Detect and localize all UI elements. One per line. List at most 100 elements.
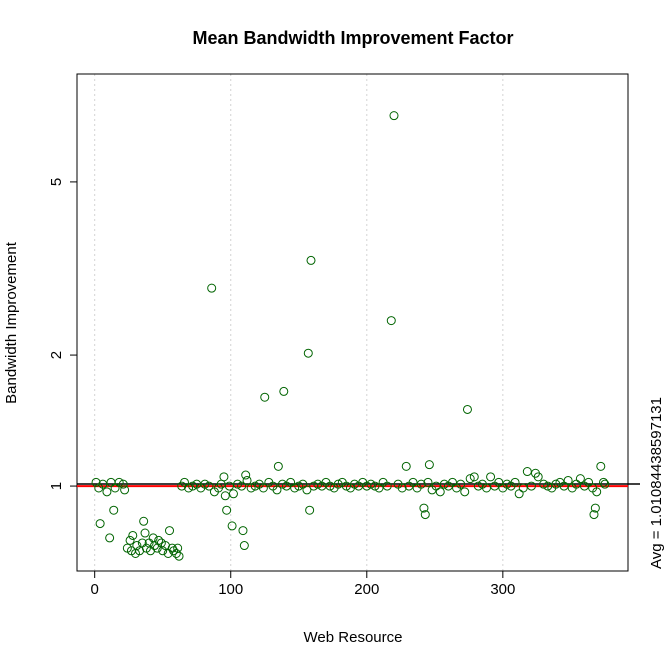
point <box>290 483 300 493</box>
point <box>258 483 268 493</box>
point <box>514 489 524 499</box>
avg-annotation: Avg = 1.01084438597131 <box>648 397 665 569</box>
point <box>313 479 323 489</box>
point <box>114 477 124 487</box>
x-tick-label: 0 <box>91 581 99 598</box>
point <box>590 503 600 513</box>
point <box>473 481 483 491</box>
point <box>533 472 543 482</box>
point <box>260 392 270 402</box>
point <box>140 528 150 538</box>
point <box>543 481 553 491</box>
point <box>118 479 128 489</box>
point <box>109 505 119 515</box>
point <box>128 530 138 540</box>
point <box>539 479 549 489</box>
point <box>460 487 470 497</box>
point <box>105 533 115 543</box>
point <box>273 461 283 471</box>
point <box>382 481 392 491</box>
chart-title: Mean Bandwidth Improvement Factor <box>192 28 513 48</box>
y-axis-label: Bandwidth Improvement <box>3 241 20 404</box>
point <box>305 505 315 515</box>
point <box>465 474 475 484</box>
point <box>306 255 316 265</box>
point <box>435 487 445 497</box>
point <box>420 510 430 520</box>
point <box>563 475 573 485</box>
point <box>575 474 585 484</box>
point <box>224 481 234 491</box>
point <box>158 546 168 556</box>
point <box>325 481 335 491</box>
point <box>397 483 407 493</box>
point <box>233 479 243 489</box>
point <box>510 477 520 487</box>
point <box>91 477 101 487</box>
point <box>518 483 528 493</box>
point <box>439 479 449 489</box>
point <box>389 111 399 121</box>
point <box>551 479 561 489</box>
point <box>171 548 181 558</box>
point <box>423 477 433 487</box>
point <box>139 516 149 526</box>
point <box>125 535 135 545</box>
point <box>600 479 610 489</box>
point <box>222 505 232 515</box>
y-tick-label: 2 <box>48 351 65 359</box>
point <box>333 479 343 489</box>
x-tick-label: 100 <box>218 581 243 598</box>
point <box>246 483 256 493</box>
x-tick-label: 200 <box>354 581 379 598</box>
point <box>272 485 282 495</box>
point <box>184 483 194 493</box>
point <box>102 487 112 497</box>
point <box>341 481 351 491</box>
point <box>350 479 360 489</box>
point <box>386 316 396 326</box>
point <box>239 541 249 551</box>
point <box>469 472 479 482</box>
point <box>98 479 108 489</box>
point <box>596 461 606 471</box>
point <box>370 481 380 491</box>
point <box>401 461 411 471</box>
point <box>502 479 512 489</box>
point <box>250 481 260 491</box>
point <box>204 481 214 491</box>
point <box>238 526 248 536</box>
point <box>522 467 532 477</box>
point <box>228 489 238 499</box>
point <box>279 386 289 396</box>
point <box>174 551 184 561</box>
x-tick-label: 300 <box>490 581 515 598</box>
point <box>241 470 251 480</box>
point <box>132 541 142 551</box>
point <box>120 485 130 495</box>
point <box>237 481 247 491</box>
point <box>277 479 287 489</box>
x-axis-label: Web Resource <box>304 629 403 646</box>
point <box>220 491 230 501</box>
point <box>294 481 304 491</box>
point <box>416 479 426 489</box>
point <box>242 475 252 485</box>
point <box>219 472 229 482</box>
point <box>424 460 434 470</box>
point <box>227 521 237 531</box>
point <box>482 483 492 493</box>
point <box>599 477 609 487</box>
plot-frame <box>76 73 629 572</box>
point <box>589 510 599 520</box>
point <box>456 479 466 489</box>
point <box>188 481 198 491</box>
point <box>462 404 472 414</box>
point <box>302 485 312 495</box>
point <box>366 479 376 489</box>
point <box>486 472 496 482</box>
y-tick-label: 1 <box>48 482 65 490</box>
point <box>419 503 429 513</box>
